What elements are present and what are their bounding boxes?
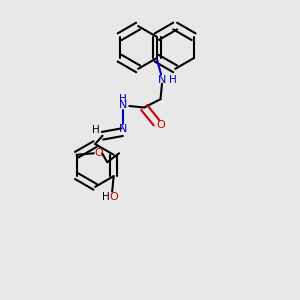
Text: N: N: [118, 100, 127, 110]
Text: O: O: [156, 120, 165, 130]
Text: H: H: [119, 94, 127, 104]
Text: H: H: [92, 125, 100, 135]
Text: O: O: [94, 148, 103, 158]
Text: O: O: [109, 192, 118, 202]
Text: H: H: [169, 75, 176, 85]
Text: N: N: [158, 75, 166, 85]
Text: N: N: [118, 124, 127, 134]
Text: H: H: [102, 192, 110, 202]
